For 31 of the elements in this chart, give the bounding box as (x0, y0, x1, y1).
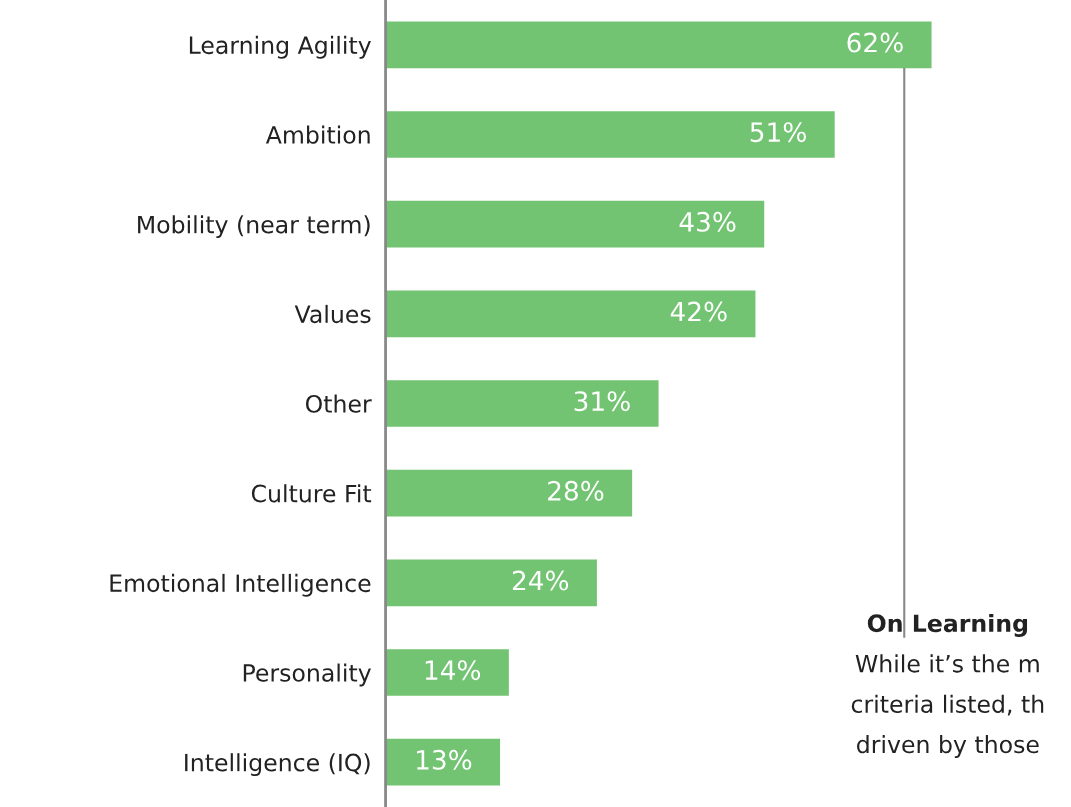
y-tick-label: Ambition (265, 125, 370, 144)
bar (385, 469, 633, 517)
bar (385, 559, 597, 607)
data-label: 14% (425, 660, 481, 681)
bar (385, 649, 509, 696)
annotation: On Learning (867, 613, 1028, 637)
bar (385, 380, 659, 427)
annotation: driven by those (857, 735, 1039, 758)
y-tick-label: Other (305, 394, 372, 413)
bar (385, 738, 501, 786)
data-label: 13% (416, 749, 472, 770)
data-label: 24% (512, 570, 569, 591)
bar (385, 200, 765, 248)
data-label: 62% (847, 32, 903, 53)
annotation: criteria listed, th (851, 694, 1044, 716)
bar (385, 111, 835, 158)
bar (385, 21, 932, 69)
bar (385, 290, 756, 338)
y-tick-label: Mobility (near term) (138, 215, 370, 239)
annotation: While it’s the m (855, 654, 1039, 673)
y-tick-label: Intelligence (IQ) (185, 753, 370, 777)
data-label: 42% (670, 301, 727, 322)
data-label: 31% (574, 391, 630, 412)
data-label: 28% (548, 480, 604, 501)
data-label: 51% (750, 122, 806, 143)
data-label: 43% (679, 211, 736, 232)
y-tick-label: Emotional Intelligence (110, 573, 371, 597)
y-tick-label: Values (294, 304, 371, 324)
y-tick-label: Culture Fit (251, 484, 372, 503)
y-tick-label: Personality (243, 663, 371, 687)
y-tick-label: Learning Agility (189, 35, 371, 59)
